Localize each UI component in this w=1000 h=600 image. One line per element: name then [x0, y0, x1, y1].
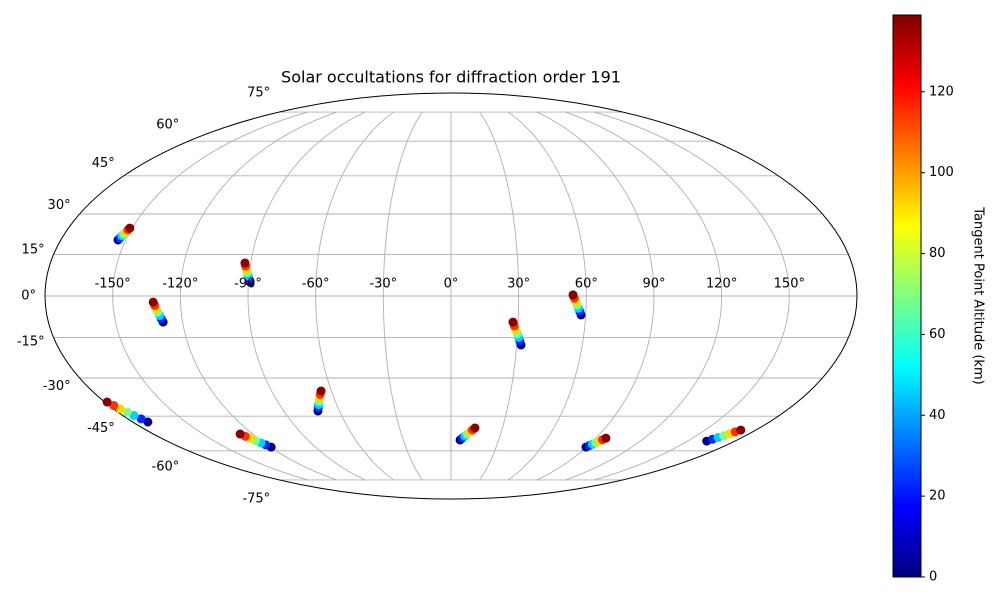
y-tick-label: -30°	[43, 379, 71, 394]
grid-line	[179, 111, 337, 481]
y-tick-label: 45°	[92, 156, 115, 171]
point	[109, 401, 119, 411]
point	[148, 297, 158, 307]
point	[240, 258, 250, 268]
grid-line	[247, 111, 366, 481]
grid	[45, 111, 857, 481]
x-tick-label: -150°	[95, 277, 131, 292]
y-tick-label: -60°	[152, 459, 180, 474]
point	[143, 417, 153, 427]
colorbar-tick-label: 60	[929, 327, 946, 342]
colorbar-label: Tangent Point Altitude (km)	[971, 206, 986, 384]
point	[125, 223, 135, 233]
x-tick-label: -30°	[369, 277, 397, 292]
map-outline	[44, 92, 858, 500]
point	[235, 429, 245, 439]
x-tick-label: -120°	[162, 277, 198, 292]
colorbar	[892, 14, 922, 578]
grid-line	[508, 111, 587, 481]
y-tick-label: 75°	[247, 86, 270, 101]
labels: -75° -60° -45° -30° -15° 0° 15° 30° 45° 60° 75° -15…	[17, 86, 805, 507]
x-tick-label: -60°	[302, 277, 330, 292]
point	[470, 423, 480, 433]
colorbar-tick-label: 0	[929, 570, 937, 585]
grid-line	[536, 111, 655, 481]
point	[601, 433, 611, 443]
point	[122, 407, 132, 417]
colorbar-tick-label: 40	[929, 408, 946, 423]
colorbar-tick-label: 20	[929, 489, 946, 504]
grid-line	[382, 111, 423, 481]
x-tick-label: 30°	[507, 277, 530, 292]
colorbar-tick-label: 80	[929, 246, 946, 261]
grid-line	[594, 111, 790, 481]
colorbar-tick-label: 100	[929, 165, 954, 180]
grid-line	[315, 111, 394, 481]
x-tick-label: 120°	[706, 277, 737, 292]
y-tick-label: -15°	[17, 334, 45, 349]
x-tick-label: 0°	[444, 277, 459, 292]
chart-title: Solar occultations for diffraction order…	[281, 68, 621, 87]
point	[508, 317, 518, 327]
grid-line	[479, 111, 520, 481]
y-tick-label: -45°	[87, 421, 115, 436]
point	[102, 397, 112, 407]
point	[736, 425, 746, 435]
y-tick-label: -75°	[242, 491, 270, 506]
y-tick-label: 60°	[156, 118, 179, 133]
y-tick-label: 15°	[22, 243, 45, 258]
colorbar-tick-label: 120	[929, 84, 954, 99]
x-tick-label: 150°	[774, 277, 805, 292]
point	[568, 290, 578, 300]
point	[136, 414, 146, 424]
x-tick-label: 60°	[575, 277, 598, 292]
x-tick-label: -90°	[234, 277, 262, 292]
points	[102, 223, 746, 452]
grid-line	[112, 111, 308, 481]
y-tick-label: 0°	[21, 289, 36, 304]
grid-line	[565, 111, 723, 481]
point	[316, 386, 326, 396]
x-tick-label: 90°	[642, 277, 665, 292]
y-tick-label: 30°	[48, 198, 71, 213]
